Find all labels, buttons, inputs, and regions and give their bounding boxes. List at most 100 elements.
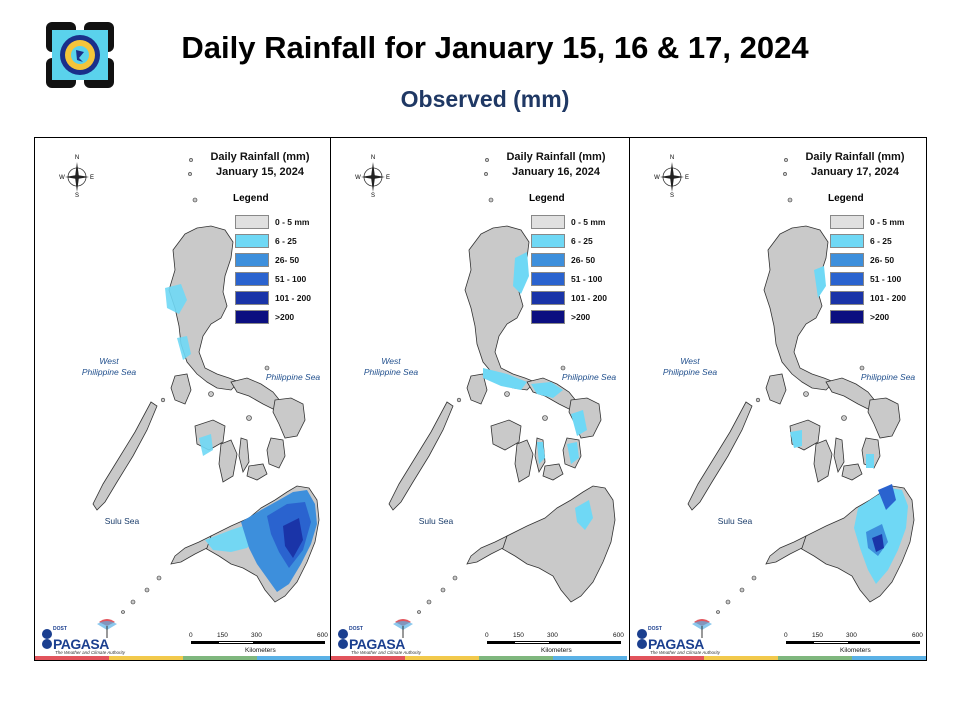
compass-rose-icon: N S W E xyxy=(355,155,390,198)
color-strip xyxy=(35,656,109,660)
scale-tick: 300 xyxy=(846,632,857,639)
legend-row: 26- 50 xyxy=(830,252,920,270)
scale-tick: 300 xyxy=(547,632,558,639)
legend-row: 0 - 5 mm xyxy=(531,214,621,232)
map-heading: Daily Rainfall (mm) January 15, 2024 xyxy=(195,150,325,180)
scale-tick: 600 xyxy=(912,632,923,639)
legend-row: 6 - 25 xyxy=(830,233,920,251)
sea-label-sulu: Sulu Sea xyxy=(717,516,753,526)
maps-frame xyxy=(34,137,927,661)
legend-label: >200 xyxy=(870,312,890,322)
sea-label-west: West Philippine Sea xyxy=(662,356,718,377)
legend-label: 101 - 200 xyxy=(571,293,607,303)
brand-tagline: The Weather and Climate Authority xyxy=(650,650,721,655)
legend-label: 101 - 200 xyxy=(275,293,311,303)
compass-s: S xyxy=(371,193,375,198)
legend-label: 51 - 100 xyxy=(275,274,307,284)
color-strip xyxy=(778,656,852,660)
map-heading-date: January 16, 2024 xyxy=(511,166,601,178)
compass-n: N xyxy=(670,155,674,161)
color-strip xyxy=(630,656,704,660)
brand-name: PAGASA xyxy=(349,636,405,652)
color-strip xyxy=(553,656,627,660)
pagasa-logo xyxy=(42,619,117,649)
color-strip xyxy=(479,656,553,660)
compass-s: S xyxy=(75,193,79,198)
pagasa-logo xyxy=(637,619,712,649)
scale-tick: 600 xyxy=(613,632,624,639)
compass-rose-icon: N S W E xyxy=(59,155,94,198)
legend-swatch xyxy=(235,234,269,248)
legend-swatch xyxy=(531,215,565,229)
scale-bar: 0 150 300 600 Kilometers xyxy=(780,632,923,660)
legend-row: >200 xyxy=(830,309,920,327)
legend-label: 101 - 200 xyxy=(870,293,906,303)
scale-unit: Kilometers xyxy=(541,647,572,654)
legend-swatch xyxy=(531,310,565,324)
legend-swatch xyxy=(531,272,565,286)
color-strip xyxy=(183,656,257,660)
legend-swatch xyxy=(235,310,269,324)
legend-label: 51 - 100 xyxy=(571,274,603,284)
scale-tick: 0 xyxy=(189,632,193,639)
legend-label: 26- 50 xyxy=(275,255,300,265)
color-strip xyxy=(331,656,405,660)
compass-rose-icon: N S W E xyxy=(654,155,689,198)
legend-label: 6 - 25 xyxy=(571,236,593,246)
legend-swatch xyxy=(830,253,864,267)
pagasa-logo xyxy=(338,619,413,649)
brand-name: PAGASA xyxy=(53,636,109,652)
legend-swatch xyxy=(830,215,864,229)
scale-tick: 0 xyxy=(485,632,489,639)
legend-title: Legend xyxy=(233,193,269,204)
scale-tick: 300 xyxy=(251,632,262,639)
scale-bar: 0 150 300 600 Kilometers xyxy=(481,632,624,660)
legend-row: >200 xyxy=(531,309,621,327)
legend-title: Legend xyxy=(828,193,864,204)
sea-label-east: Philippine Sea xyxy=(561,372,617,382)
legend-row: 101 - 200 xyxy=(235,290,325,308)
legend-label: 0 - 5 mm xyxy=(275,217,310,227)
agency-label: DOST xyxy=(648,626,662,632)
legend-swatch xyxy=(235,253,269,267)
map-heading-title: Daily Rainfall (mm) xyxy=(805,151,905,163)
legend-row: 51 - 100 xyxy=(235,271,325,289)
legend-swatch xyxy=(235,215,269,229)
legend-row: 26- 50 xyxy=(531,252,621,270)
legend-swatch xyxy=(531,291,565,305)
sea-label-west: West Philippine Sea xyxy=(81,356,137,377)
page-subtitle: Observed (mm) xyxy=(400,86,570,112)
scale-tick: 600 xyxy=(317,632,328,639)
pagasa-seal-logo xyxy=(46,22,114,88)
legend-swatch xyxy=(531,253,565,267)
map-heading: Daily Rainfall (mm) January 17, 2024 xyxy=(790,150,920,180)
color-strip xyxy=(109,656,183,660)
scale-tick: 150 xyxy=(812,632,823,639)
legend-row: 51 - 100 xyxy=(830,271,920,289)
compass-w: W xyxy=(654,175,660,181)
agency-label: DOST xyxy=(53,626,67,632)
brand-tagline: The Weather and Climate Authority xyxy=(351,650,422,655)
legend-row: 0 - 5 mm xyxy=(235,214,325,232)
scale-unit: Kilometers xyxy=(245,647,276,654)
legend-label: 0 - 5 mm xyxy=(870,217,905,227)
compass-w: W xyxy=(59,175,65,181)
legend-swatch xyxy=(235,291,269,305)
scale-tick: 150 xyxy=(217,632,228,639)
legend-row: 51 - 100 xyxy=(531,271,621,289)
compass-e: E xyxy=(685,175,689,181)
legend-swatch xyxy=(830,272,864,286)
compass-n: N xyxy=(371,155,375,161)
agency-label: DOST xyxy=(349,626,363,632)
scale-bar: 0 150 300 600 Kilometers xyxy=(185,632,328,660)
legend-row: 6 - 25 xyxy=(531,233,621,251)
map-panel-jan17: Daily Rainfall (mm) January 17, 2024 Leg… xyxy=(629,138,926,660)
map-heading-title: Daily Rainfall (mm) xyxy=(210,151,310,163)
color-strip xyxy=(405,656,479,660)
legend-label: >200 xyxy=(571,312,591,322)
legend-label: 6 - 25 xyxy=(275,236,297,246)
page-title: Daily Rainfall for January 15, 16 & 17, … xyxy=(181,30,809,65)
sea-label-sulu: Sulu Sea xyxy=(418,516,454,526)
sea-label-west: West Philippine Sea xyxy=(363,356,419,377)
legend-swatch xyxy=(830,291,864,305)
